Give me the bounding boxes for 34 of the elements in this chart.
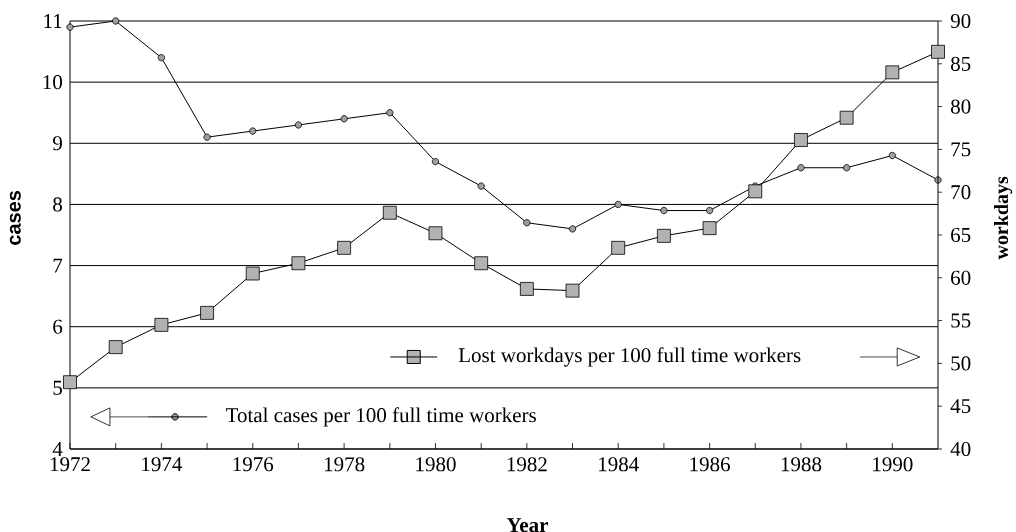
y2-tick-label: 85 [950, 56, 971, 71]
y-tick-label: 10 [43, 75, 63, 90]
y-tick-label: 5 [53, 380, 62, 395]
y-tick-label: 7 [53, 258, 63, 273]
y-tick-label: 6 [53, 319, 63, 334]
y2-tick-label: 40 [950, 441, 971, 457]
y2-tick-label: 70 [951, 185, 971, 200]
y-tick-label: 9 [52, 136, 62, 151]
x-tick-label: 1976 [233, 457, 274, 472]
x-tick-label: 1988 [781, 457, 822, 472]
y-tick-label: 8 [53, 197, 63, 212]
legend-label: Total cases per 100 full time workers [225, 407, 536, 427]
y2-tick-label: 80 [950, 99, 971, 114]
x-tick-label: 1980 [416, 457, 456, 472]
x-tick-label: 1972 [50, 457, 90, 472]
y2-tick-label: 75 [951, 142, 971, 157]
y2-tick-label: 60 [951, 270, 971, 285]
x-tick-label: 1984 [599, 457, 639, 472]
y-axis-title: cases [9, 190, 21, 245]
y2-tick-label: 55 [951, 313, 971, 328]
y2-tick-label: 90 [950, 13, 971, 29]
y2-axis-title: workdays [994, 176, 1013, 260]
x-tick-label: 1990 [873, 457, 913, 472]
y-tick-label: 4 [52, 442, 63, 456]
y-tick-label: 11 [44, 14, 62, 28]
x-tick-label: 1974 [142, 457, 183, 472]
y2-tick-label: 65 [951, 227, 971, 243]
x-tick-label: 1982 [507, 457, 547, 472]
y2-tick-label: 50 [951, 356, 971, 371]
legend-label: Lost workdays per 100 full time workers [458, 347, 801, 367]
x-axis-title: Year [506, 518, 548, 532]
x-tick-label: 1978 [324, 457, 365, 472]
y2-tick-label: 45 [950, 399, 971, 414]
x-tick-label: 1986 [690, 457, 730, 472]
